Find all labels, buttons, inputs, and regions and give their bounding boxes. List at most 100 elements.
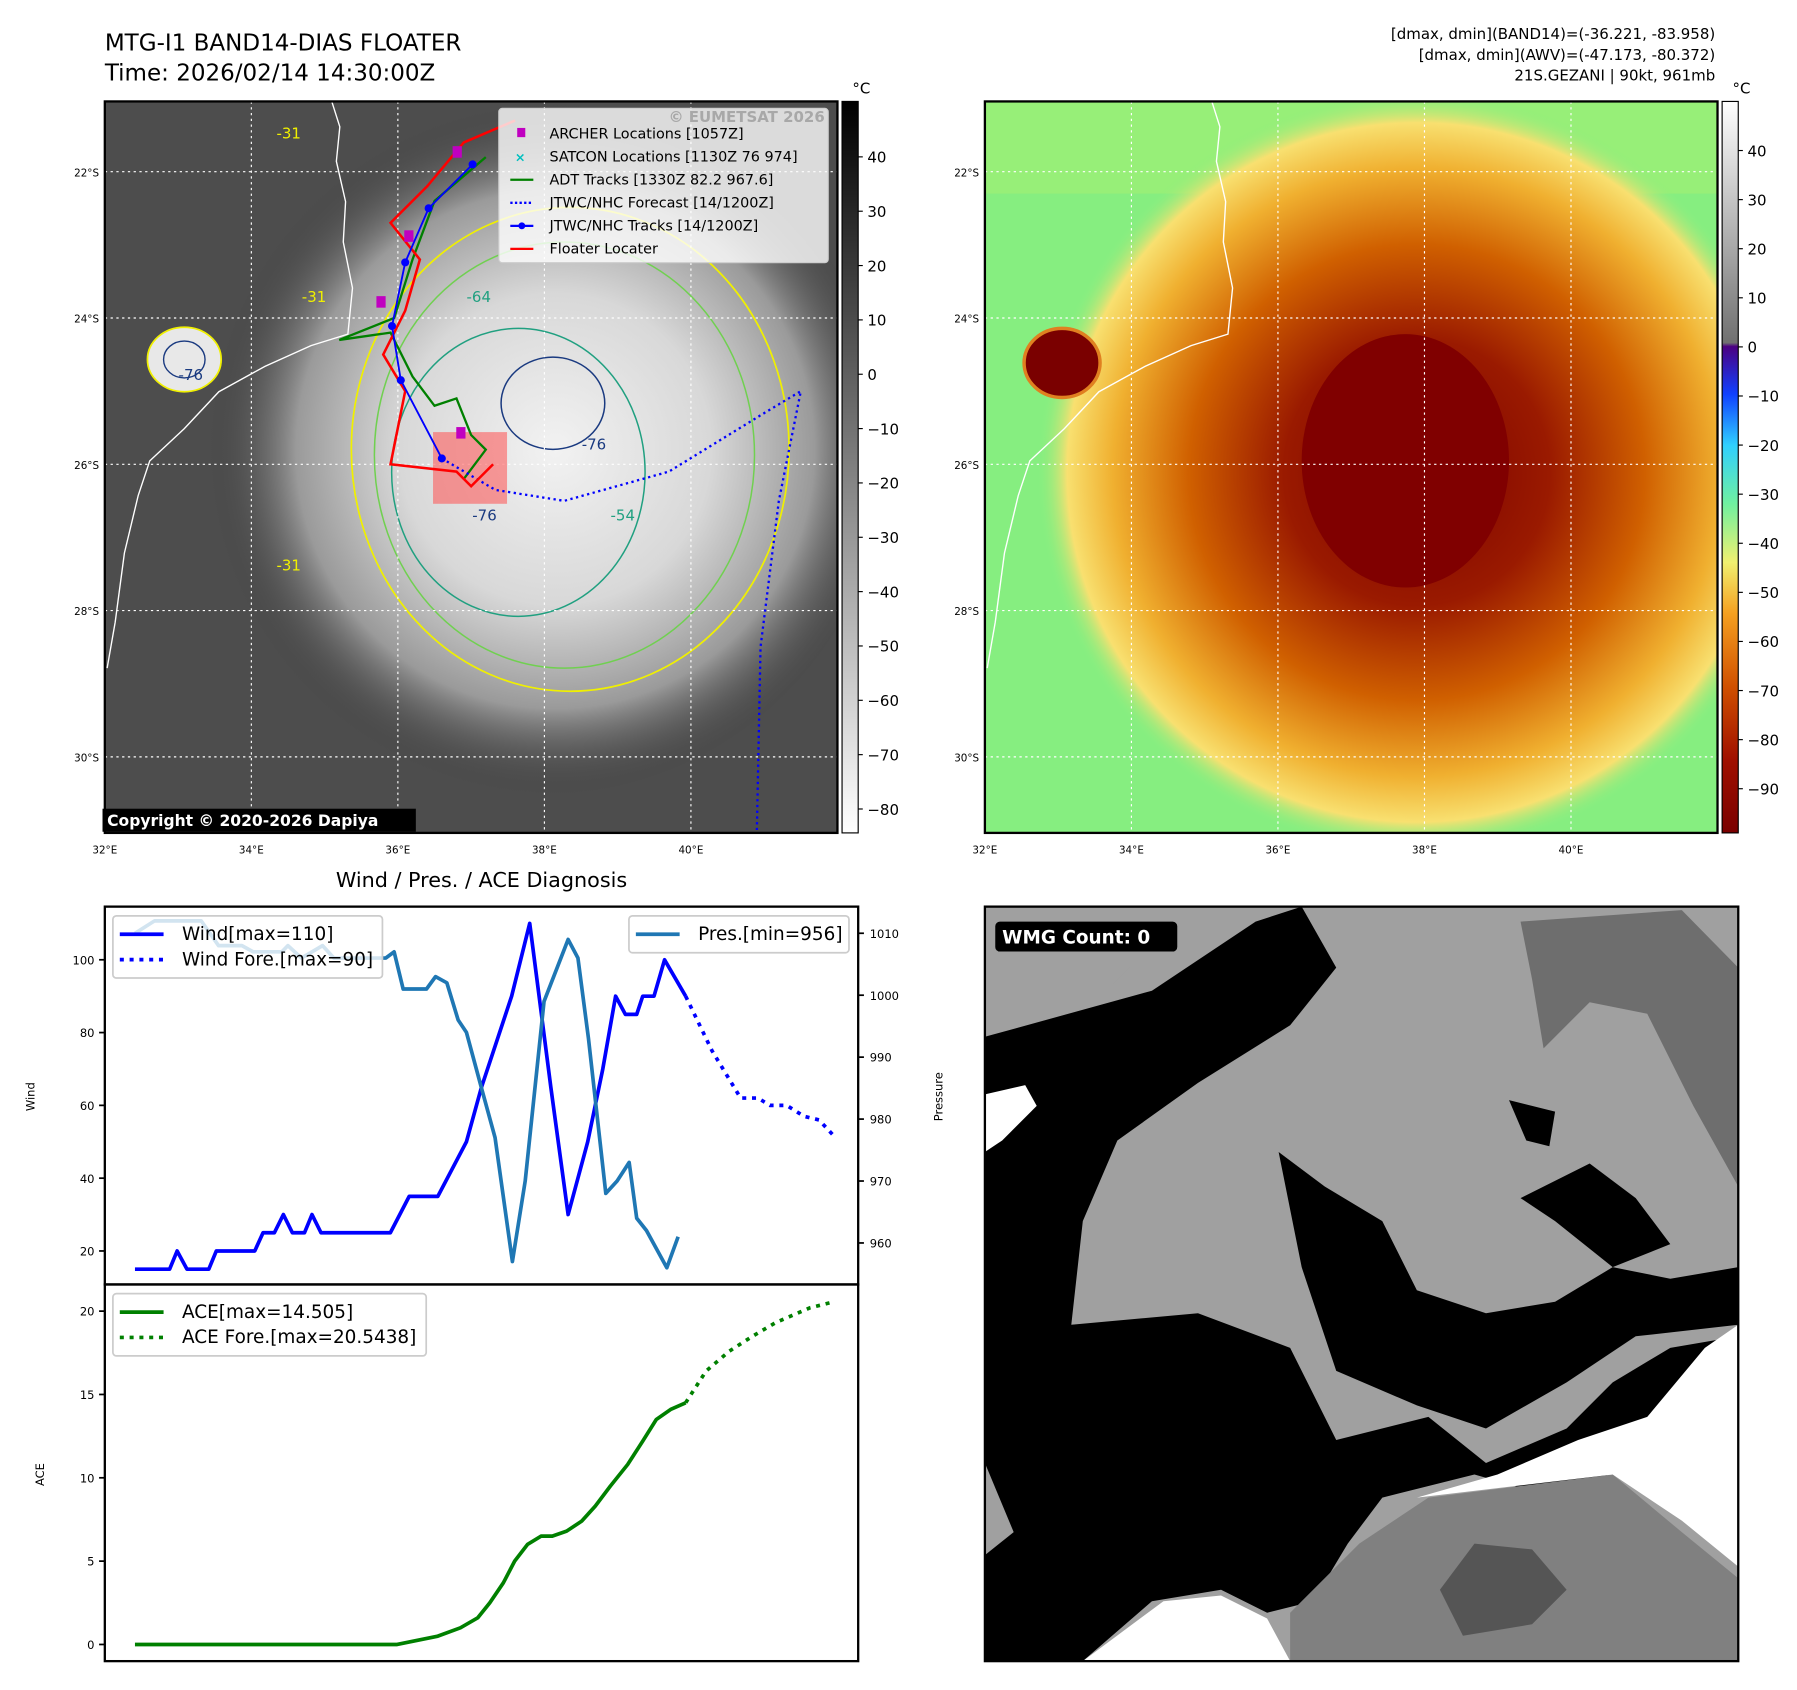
colorbar-tick-label: −80 bbox=[1747, 731, 1779, 749]
contour-label: -54 bbox=[611, 507, 635, 525]
colorbar-tick-label: 40 bbox=[867, 149, 886, 167]
y2-tick-label: 970 bbox=[870, 1175, 892, 1189]
y2-tick-label: 1010 bbox=[870, 927, 899, 941]
copyright-box: Copyright © 2020-2026 Dapiya bbox=[102, 808, 416, 832]
colorbar-tick-label: 20 bbox=[1747, 240, 1766, 258]
lon-tick-label: 34°E bbox=[1119, 845, 1144, 857]
copyright-text: Copyright © 2020-2026 Dapiya bbox=[107, 812, 378, 830]
series-line-wind bbox=[134, 921, 688, 1272]
colorbar-tick-label: 30 bbox=[1747, 191, 1766, 209]
contour-navy bbox=[500, 356, 606, 451]
chart-legend-label: Wind Fore.[max=90] bbox=[182, 949, 373, 970]
stats-awv: [dmax, dmin](AWV)=(-47.173, -80.372) bbox=[1419, 46, 1715, 64]
lon-tick-label: 38°E bbox=[532, 845, 557, 857]
stats-band14: [dmax, dmin](BAND14)=(-36.221, -83.958) bbox=[1391, 25, 1715, 43]
ace-ylabel: ACE bbox=[33, 1463, 47, 1486]
lon-tick-label: 40°E bbox=[1559, 845, 1584, 857]
contour-label: -76 bbox=[582, 435, 606, 453]
colorbar-tick-label: −70 bbox=[867, 746, 899, 764]
y-tick-label: 5 bbox=[87, 1555, 94, 1569]
colorbar-tick-label: −20 bbox=[867, 475, 899, 493]
wmg-panel bbox=[984, 906, 1739, 1662]
wmg-region-black-2 bbox=[1278, 1151, 1739, 1429]
y-tick-label: 20 bbox=[80, 1305, 95, 1319]
y-tick-label: 80 bbox=[80, 1026, 95, 1040]
lat-tick-label: 26°S bbox=[954, 460, 979, 472]
right-colorbar-ticks: 40 30 20 10 0 −10 −20 −30 −40 −50 −60 −70 −80 −90 bbox=[1738, 142, 1779, 798]
chart-legend-label: Pres.[min=956] bbox=[698, 924, 842, 945]
ace-axes: 0 5 10 15 20 ACE[max=14.505] ACE Fore.[max=20.… bbox=[80, 1292, 428, 1652]
map-axis-ticks: 32°E 34°E 36°E 38°E 40°E 22°S 24°S 26°S 28°S 30°S… bbox=[74, 167, 1583, 856]
colorbar-tick-label: −20 bbox=[1747, 437, 1779, 455]
y2-tick-label: 960 bbox=[870, 1237, 892, 1251]
chart-legend-box bbox=[112, 1292, 428, 1357]
series-line-wind-fore- bbox=[684, 995, 834, 1136]
watermark: © EUMETSAT 2026 bbox=[669, 108, 825, 126]
lon-tick-label: 36°E bbox=[385, 845, 410, 857]
y-tick-label: 40 bbox=[80, 1172, 95, 1186]
colorbar-tick-label: −70 bbox=[1747, 682, 1779, 700]
lat-tick-label: 28°S bbox=[74, 606, 99, 618]
colorbar-tick-label: 10 bbox=[1747, 290, 1766, 308]
jtwc-track-point bbox=[468, 160, 477, 169]
series-line-ace-fore- bbox=[684, 1300, 834, 1404]
contour-label: -64 bbox=[467, 288, 491, 306]
jtwc-track bbox=[391, 163, 474, 459]
contour-label: -31 bbox=[276, 556, 300, 574]
legend-label: JTWC/NHC Tracks [14/1200Z] bbox=[548, 218, 758, 234]
y2-tick-label: 990 bbox=[870, 1051, 892, 1065]
jtwc-track-point bbox=[387, 322, 397, 331]
chart-legend-box bbox=[628, 914, 850, 954]
adt-track bbox=[338, 156, 488, 480]
contour-label: -76 bbox=[179, 366, 203, 384]
legend-label: ARCHER Locations [1057Z] bbox=[549, 126, 743, 142]
colorbar-tick-label: −60 bbox=[1747, 633, 1779, 651]
right-colorbar-unit: °C bbox=[1732, 79, 1750, 97]
storm-cloud bbox=[195, 103, 838, 795]
colorbar-tick-label: −90 bbox=[1747, 780, 1779, 798]
gridlines-awv bbox=[984, 101, 1718, 833]
contour-label: -76 bbox=[472, 507, 496, 525]
lon-tick-label: 34°E bbox=[239, 845, 264, 857]
chart-legend-box bbox=[112, 914, 384, 979]
colorbar-tick-label: 30 bbox=[867, 203, 886, 221]
colorbar-tick-label: 10 bbox=[867, 312, 886, 330]
lat-tick-label: 22°S bbox=[954, 167, 979, 179]
colorbar-tick-label: 20 bbox=[867, 257, 886, 275]
left-colorbar bbox=[841, 100, 859, 834]
archer-location bbox=[456, 427, 466, 439]
small-cloud bbox=[146, 326, 223, 393]
archer-location bbox=[452, 146, 462, 158]
wind-ylabel: Wind bbox=[24, 1082, 38, 1111]
contour-label: -31 bbox=[276, 124, 300, 142]
colorbar-tick-label: −40 bbox=[1747, 535, 1779, 553]
wmg-region-darkgray bbox=[1439, 1543, 1567, 1636]
lon-tick-label: 32°E bbox=[92, 845, 117, 857]
legend-label: JTWC/NHC Forecast [14/1200Z] bbox=[548, 195, 773, 211]
colorbar-tick-label: −50 bbox=[1747, 584, 1779, 602]
lat-tick-label: 26°S bbox=[74, 460, 99, 472]
wmg-region-white bbox=[1416, 1324, 1739, 1567]
colorbar-tick-label: 40 bbox=[1747, 142, 1766, 160]
y-tick-label: 10 bbox=[80, 1471, 95, 1485]
storm-info: 21S.GEZANI | 90kt, 961mb bbox=[1514, 67, 1715, 85]
y-tick-label: 100 bbox=[73, 953, 95, 967]
jtwc-track-point bbox=[424, 204, 433, 213]
y2-tick-label: 1000 bbox=[870, 989, 899, 1003]
jtwc-track-point bbox=[396, 376, 405, 385]
contour-labels: -31 -31 -31 -54 -64 -76 -76 -76 bbox=[179, 124, 635, 574]
legend-label: ADT Tracks [1330Z 82.2 967.6] bbox=[549, 172, 773, 188]
figure-time: Time: 2026/02/14 14:30:00Z bbox=[104, 61, 436, 87]
colorbar-tick-label: −10 bbox=[867, 420, 899, 438]
series-line-ace bbox=[134, 1401, 687, 1647]
wmg-region-white-2 bbox=[1082, 1595, 1291, 1662]
lon-tick-label: 38°E bbox=[1412, 845, 1437, 857]
wmg-region-white-3 bbox=[984, 1085, 1037, 1152]
y2-tick-label: 980 bbox=[870, 1113, 892, 1127]
small-cloud-awv bbox=[1022, 326, 1102, 400]
colorbar-tick-label: −10 bbox=[1747, 388, 1779, 406]
jtwc-track-point bbox=[401, 258, 410, 267]
archer-location bbox=[376, 296, 386, 308]
y-tick-label: 15 bbox=[80, 1388, 95, 1402]
colorbar-tick-label: −30 bbox=[867, 529, 899, 547]
